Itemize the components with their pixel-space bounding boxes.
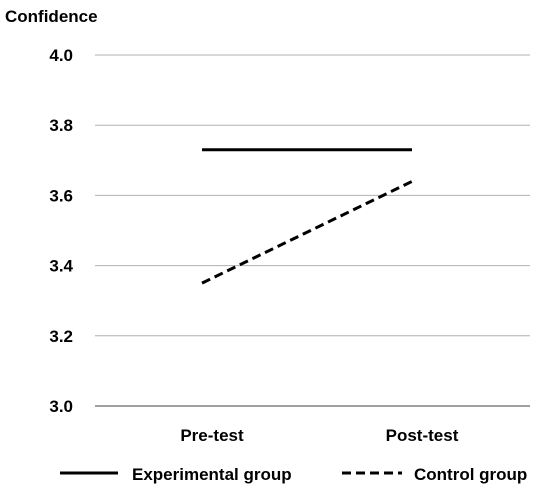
series-lines	[201, 148, 413, 285]
x-tick-labels: Pre-test Post-test	[180, 426, 458, 445]
series-line-control	[201, 180, 413, 285]
y-axis-label: Confidence	[5, 7, 98, 26]
y-tick-label: 3.4	[49, 257, 73, 276]
y-tick-label: 3.6	[49, 186, 73, 205]
y-tick-label: 3.8	[49, 116, 73, 135]
y-tick-labels: 3.0 3.2 3.4 3.6 3.8 4.0	[49, 46, 73, 416]
legend-label-experimental: Experimental group	[132, 465, 292, 484]
y-tick-label: 4.0	[49, 46, 73, 65]
legend-label-control: Control group	[414, 465, 527, 484]
legend: Experimental group Control group	[60, 465, 527, 484]
x-tick-label: Pre-test	[180, 426, 244, 445]
gridlines	[95, 54, 530, 407]
y-tick-label: 3.0	[49, 397, 73, 416]
y-tick-label: 3.2	[49, 327, 73, 346]
x-tick-label: Post-test	[386, 426, 459, 445]
